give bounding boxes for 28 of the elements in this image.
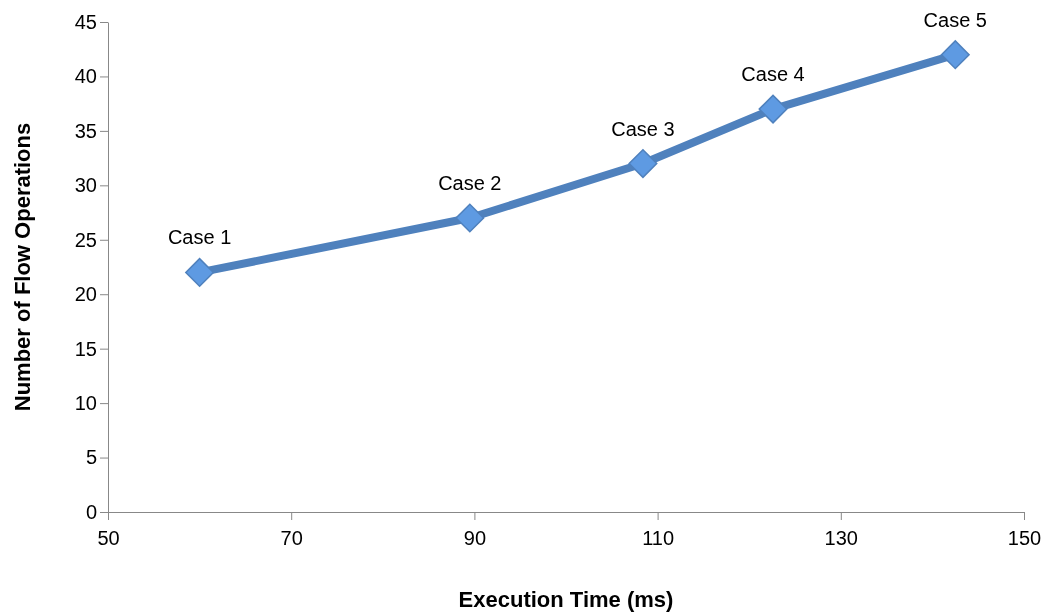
x-tick-label: 150: [1007, 527, 1042, 549]
annotation: Case 1: [167, 226, 232, 249]
annotation: Case 2: [438, 172, 502, 194]
annotation: Case 5: [923, 8, 987, 31]
x-axis-title: Execution Time (ms): [458, 587, 674, 612]
y-tick-label: 10: [74, 392, 97, 415]
y-tick-label: 15: [74, 337, 97, 360]
point: [758, 94, 788, 124]
y-tick-label: 45: [74, 10, 97, 33]
annotation: Case 3: [611, 117, 675, 140]
y-tick-label: 30: [74, 174, 97, 197]
point: [185, 257, 215, 287]
x-tick-label: 90: [463, 527, 487, 549]
y-axis-title: Number of Flow Operations: [10, 122, 35, 412]
y-tick-label: 35: [74, 119, 97, 142]
point: [455, 203, 485, 233]
point: [628, 149, 658, 179]
y-tick-label: 40: [74, 65, 97, 88]
y-tick-label: 25: [74, 228, 97, 251]
y-tick-label: 5: [85, 446, 97, 469]
x-tick-label: 50: [97, 527, 120, 549]
y-tick-label: 20: [74, 283, 97, 306]
annotation: Case 4: [741, 63, 805, 86]
x-tick-label: 70: [280, 527, 303, 549]
point: [940, 40, 970, 70]
x-tick-label: 110: [642, 527, 675, 549]
y-tick-label: 0: [85, 500, 97, 523]
x-tick-label: 130: [824, 527, 858, 549]
